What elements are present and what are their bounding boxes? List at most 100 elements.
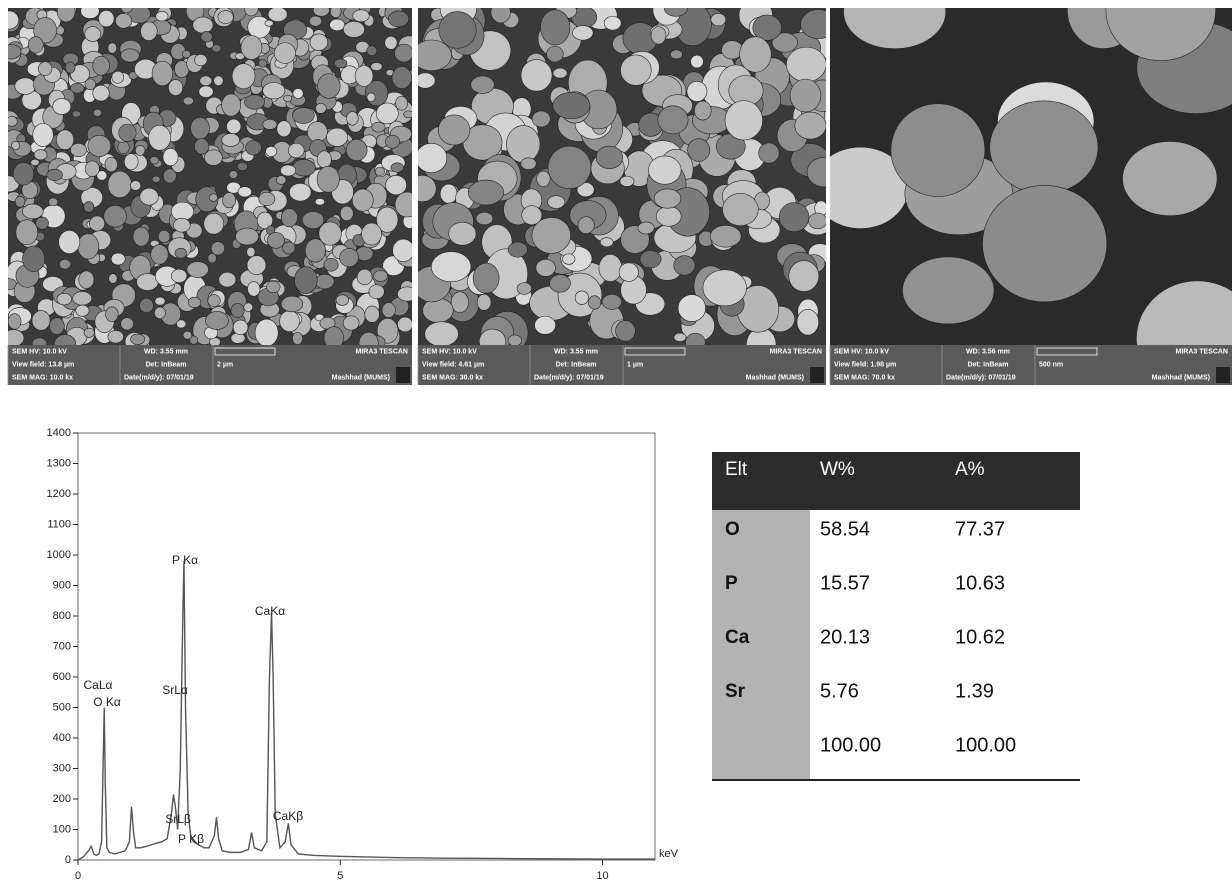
- info-bar: [418, 345, 826, 385]
- particle: [22, 245, 45, 272]
- particle: [368, 284, 385, 300]
- scale-bar: [624, 347, 686, 356]
- particle: [595, 145, 623, 169]
- particle: [195, 186, 219, 213]
- particle: [657, 105, 689, 135]
- particle: [15, 219, 39, 246]
- info-text: MIRA3 TESCAN: [1175, 348, 1228, 355]
- particle: [267, 8, 288, 22]
- sem-particles: [8, 8, 412, 345]
- particle: [107, 330, 124, 344]
- particle: [14, 77, 36, 95]
- particle: [475, 211, 494, 226]
- particle: [35, 216, 49, 230]
- peak-label: CaKα: [255, 604, 285, 618]
- particle: [182, 96, 194, 106]
- particle: [531, 217, 571, 254]
- table-cell: Sr: [725, 681, 746, 702]
- particle: [32, 123, 54, 147]
- particle: [266, 280, 281, 293]
- particle: [364, 305, 380, 323]
- table-header-cell: Elt: [725, 459, 748, 480]
- particle: [637, 221, 655, 235]
- particle: [244, 94, 266, 110]
- particle: [361, 222, 382, 246]
- particle: [77, 233, 100, 260]
- particle: [438, 11, 477, 49]
- particle: [472, 262, 500, 294]
- particle: [639, 250, 662, 269]
- particle: [316, 165, 340, 193]
- particle: [189, 335, 199, 345]
- particle: [520, 157, 537, 170]
- particle: [467, 179, 505, 206]
- particle: [424, 321, 459, 345]
- y-tick-label: 900: [53, 579, 71, 591]
- plot-frame: [77, 432, 656, 861]
- particle: [546, 45, 564, 63]
- info-text: SEM MAG: 70.0 kx: [834, 374, 895, 381]
- y-tick-label: 500: [53, 701, 71, 713]
- particle: [210, 241, 225, 256]
- particle: [516, 282, 532, 295]
- particle: [148, 124, 171, 151]
- particle: [205, 311, 229, 330]
- particle: [650, 26, 667, 45]
- particle: [758, 142, 780, 164]
- y-tick-label: 100: [53, 823, 71, 835]
- info-text: MIRA3 TESCAN: [355, 348, 408, 355]
- particle: [203, 212, 225, 235]
- particle: [56, 8, 76, 23]
- particle: [49, 317, 65, 335]
- y-tick-label: 300: [53, 762, 71, 774]
- y-tick-label: 1400: [47, 427, 71, 439]
- particle: [599, 237, 614, 248]
- particle: [374, 166, 386, 176]
- particle: [343, 21, 365, 38]
- table-cell: O: [725, 519, 740, 540]
- particle: [107, 42, 118, 54]
- spectrum: [77, 561, 655, 861]
- sem-particles: [418, 8, 826, 345]
- particle: [204, 149, 223, 166]
- particle: [38, 61, 53, 76]
- particle: [162, 168, 177, 184]
- particle: [134, 144, 146, 156]
- particle: [334, 58, 348, 69]
- particle: [211, 44, 222, 53]
- particle: [80, 8, 100, 19]
- info-text: Mashhad (MUMS): [1152, 374, 1210, 381]
- particle: [8, 329, 25, 345]
- y-tick-label: 600: [53, 671, 71, 683]
- particle: [171, 268, 188, 283]
- particle: [149, 156, 160, 165]
- particle: [373, 270, 388, 282]
- particle: [391, 66, 412, 89]
- info-text: 2 µm: [217, 361, 233, 368]
- particle: [388, 10, 410, 28]
- particle: [663, 8, 688, 17]
- particle: [247, 15, 271, 39]
- particle: [31, 310, 51, 331]
- particle: [392, 238, 412, 262]
- particle: [8, 313, 22, 330]
- particle: [315, 103, 327, 114]
- particle: [314, 273, 335, 290]
- info-text: Det: InBeam: [146, 361, 187, 368]
- particle: [437, 114, 471, 146]
- particle: [376, 318, 399, 344]
- particle: [14, 195, 26, 208]
- particle: [686, 80, 708, 102]
- info-text: Det: InBeam: [968, 361, 1009, 368]
- particle: [22, 203, 44, 220]
- particle: [690, 54, 704, 69]
- particle: [199, 75, 213, 87]
- particle: [78, 270, 95, 289]
- particle: [397, 316, 412, 333]
- particle: [8, 116, 18, 127]
- y-tick-label: 1200: [47, 488, 71, 500]
- particle: [162, 148, 179, 167]
- particle: [673, 255, 696, 276]
- particle: [752, 14, 782, 41]
- particle: [267, 232, 285, 249]
